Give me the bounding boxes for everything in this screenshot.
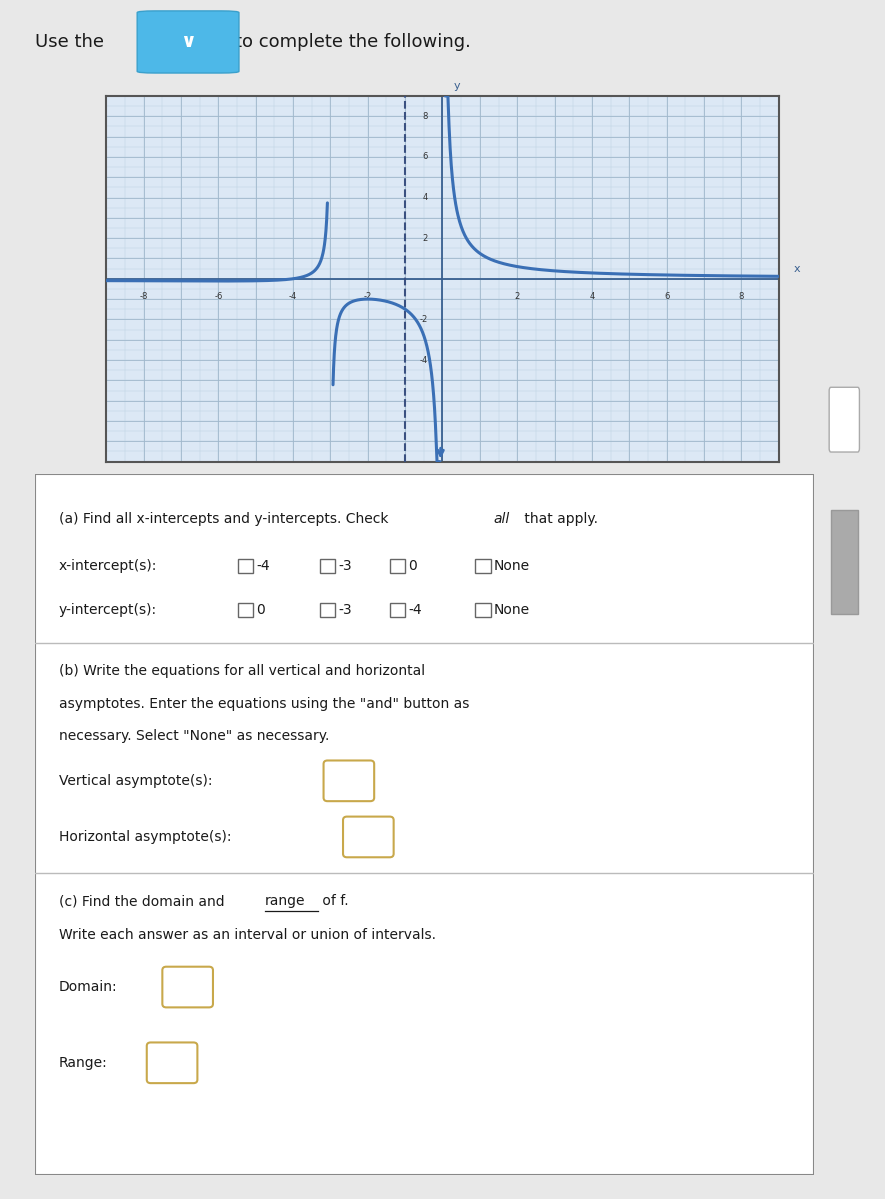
Text: Vertical asymptote(s):: Vertical asymptote(s):	[58, 773, 212, 788]
Text: necessary. Select "None" as necessary.: necessary. Select "None" as necessary.	[58, 729, 329, 743]
Text: (c) Find the domain and: (c) Find the domain and	[58, 894, 228, 909]
Text: Write each answer as an interval or union of intervals.: Write each answer as an interval or unio…	[58, 928, 435, 942]
Text: 0: 0	[257, 603, 266, 617]
FancyBboxPatch shape	[137, 11, 239, 73]
Text: -6: -6	[214, 293, 222, 301]
Text: -4: -4	[419, 356, 427, 364]
Text: x: x	[794, 264, 801, 273]
Text: -4: -4	[289, 293, 297, 301]
FancyBboxPatch shape	[343, 817, 394, 857]
Text: (b) Write the equations for all vertical and horizontal: (b) Write the equations for all vertical…	[58, 664, 425, 679]
Bar	[319, 603, 335, 617]
Bar	[831, 510, 858, 614]
Text: 4: 4	[589, 293, 595, 301]
Text: 6: 6	[664, 293, 669, 301]
Text: -2: -2	[364, 293, 372, 301]
Text: 2: 2	[422, 234, 427, 242]
Text: 8: 8	[422, 112, 427, 121]
Text: -4: -4	[257, 559, 270, 573]
Bar	[475, 559, 491, 573]
Text: 6: 6	[422, 152, 427, 162]
Text: -3: -3	[338, 559, 352, 573]
Text: x-intercept(s):: x-intercept(s):	[58, 559, 158, 573]
Text: 0: 0	[409, 559, 417, 573]
Bar	[238, 603, 253, 617]
Text: ∨: ∨	[181, 32, 196, 52]
Text: y-intercept(s):: y-intercept(s):	[58, 603, 157, 617]
Text: None: None	[494, 559, 530, 573]
Bar	[238, 559, 253, 573]
Bar	[319, 559, 335, 573]
Text: y: y	[454, 80, 460, 91]
Bar	[389, 559, 405, 573]
Text: Use the: Use the	[35, 32, 104, 52]
Text: range: range	[266, 894, 305, 909]
Text: to complete the following.: to complete the following.	[235, 32, 471, 52]
Text: Range:: Range:	[58, 1056, 107, 1070]
Text: (a) Find all x-intercepts and y-intercepts. Check: (a) Find all x-intercepts and y-intercep…	[58, 512, 393, 526]
Text: Domain:: Domain:	[58, 980, 118, 994]
Bar	[475, 603, 491, 617]
Text: None: None	[494, 603, 530, 617]
FancyBboxPatch shape	[829, 387, 859, 452]
Text: of f.: of f.	[318, 894, 349, 909]
Text: Horizontal asymptote(s):: Horizontal asymptote(s):	[58, 830, 231, 844]
Text: -2: -2	[419, 315, 427, 324]
Text: 4: 4	[422, 193, 427, 201]
Bar	[389, 603, 405, 617]
FancyBboxPatch shape	[162, 966, 213, 1007]
FancyBboxPatch shape	[324, 760, 374, 801]
Text: 2: 2	[514, 293, 519, 301]
Text: 8: 8	[739, 293, 744, 301]
Text: -8: -8	[139, 293, 148, 301]
Text: asymptotes. Enter the equations using the "and" button as: asymptotes. Enter the equations using th…	[58, 697, 469, 711]
Text: all: all	[493, 512, 510, 526]
Text: that apply.: that apply.	[519, 512, 597, 526]
FancyBboxPatch shape	[147, 1042, 197, 1083]
Text: -4: -4	[409, 603, 422, 617]
Text: -3: -3	[338, 603, 352, 617]
